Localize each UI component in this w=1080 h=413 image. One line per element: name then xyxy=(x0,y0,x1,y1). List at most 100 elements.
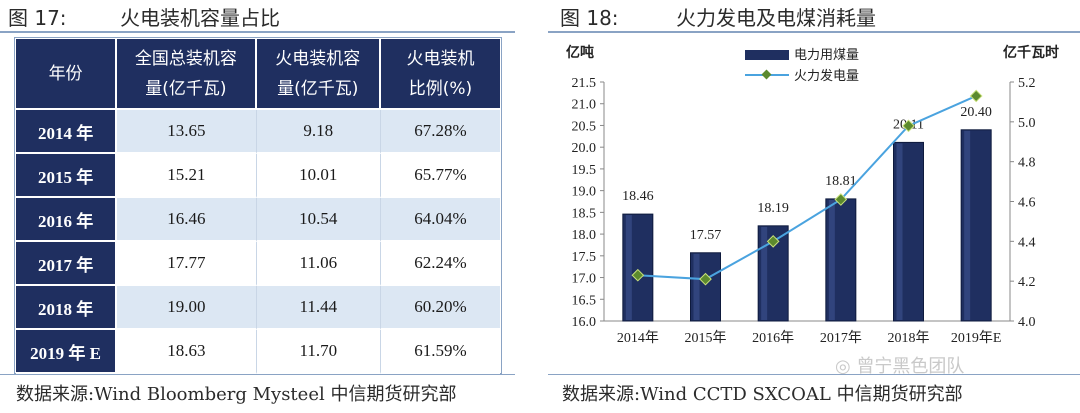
figure-title: 火力发电及电煤消耗量 xyxy=(676,6,876,30)
table-row: 2018 年 19.00 11.44 60.20% xyxy=(16,286,500,330)
left-tick-label: 16.5 xyxy=(572,293,597,308)
left-panel: 图 17: 火电装机容量占比 年份 全国总装机容 量(亿千瓦) 火电装机容 量(亿千瓦)… xyxy=(0,0,515,413)
category-label: 2019年E xyxy=(951,330,1002,346)
left-tick-label: 21.5 xyxy=(572,76,597,91)
bar-highlight xyxy=(625,215,632,320)
bar-highlight xyxy=(828,199,835,320)
right-tick-label: 4.4 xyxy=(1018,235,1036,250)
figure-title: 火电装机容量占比 xyxy=(120,6,280,30)
table-row: 2019 年 E 18.63 11.70 61.59% xyxy=(16,330,500,374)
right-tick-label: 4.6 xyxy=(1018,196,1036,211)
column-header-line: 量(亿千瓦) xyxy=(145,78,227,99)
figure-number: 图 17: xyxy=(8,6,67,30)
right-axis-unit: 亿千瓦时 xyxy=(1003,44,1059,61)
right-tick-label: 4.8 xyxy=(1018,156,1036,171)
column-header-line: 年份 xyxy=(48,63,83,84)
thermal-cell: 10.54 xyxy=(256,198,381,242)
bar-highlight xyxy=(761,226,768,320)
table-row: 2017 年 17.77 11.06 62.24% xyxy=(16,242,500,286)
line-series xyxy=(637,95,977,281)
column-header: 年份 xyxy=(16,39,118,110)
left-tick-label: 21.0 xyxy=(572,98,597,113)
right-panel: 图 18: 火力发电及电煤消耗量 16.0 16.5 17.0 17.5 18.0 18.… xyxy=(548,0,1080,413)
ratio-cell: 60.20% xyxy=(380,286,500,330)
bar-data-label: 17.57 xyxy=(690,228,722,243)
title-rule xyxy=(0,31,515,33)
title-rule xyxy=(548,31,1080,33)
column-header-line: 量(亿千瓦) xyxy=(277,78,359,99)
table-header-row: 年份 全国总装机容 量(亿千瓦) 火电装机容 量(亿千瓦) 火电装机 比例(%) xyxy=(16,39,500,110)
left-tick-label: 20.0 xyxy=(572,141,597,156)
bar-highlight xyxy=(964,130,971,320)
legend-swatch-marker xyxy=(761,69,772,80)
left-tick-label: 18.5 xyxy=(572,206,597,221)
right-tick-label: 5.0 xyxy=(1018,116,1036,131)
ratio-cell: 64.04% xyxy=(380,198,500,242)
bar-highlight xyxy=(693,253,700,320)
bar-data-label: 18.81 xyxy=(825,174,857,189)
source-rule xyxy=(0,374,515,375)
year-cell: 2014 年 xyxy=(16,110,118,154)
thermal-cell: 11.44 xyxy=(256,286,381,330)
column-header: 火电装机比例(%) xyxy=(380,39,500,110)
year-cell: 2015 年 xyxy=(16,154,118,198)
legend-swatch-bar xyxy=(745,50,789,60)
line-point xyxy=(969,89,983,103)
category-label: 2017年 xyxy=(820,330,862,346)
year-cell: 2019 年 E xyxy=(16,330,118,374)
year-cell: 2016 年 xyxy=(16,198,118,242)
source-note: 数据来源:Wind Bloomberg Mysteel 中信期货研究部 xyxy=(16,384,457,405)
capacity-table: 年份 全国总装机容 量(亿千瓦) 火电装机容 量(亿千瓦) 火电装机 比例(%) 2014 … xyxy=(16,39,500,374)
category-label: 2016年 xyxy=(752,330,794,346)
line-point xyxy=(631,268,645,282)
figure-number: 图 18: xyxy=(560,6,619,30)
total-cell: 17.77 xyxy=(117,242,257,286)
line-point xyxy=(699,272,712,286)
left-tick-label: 19.5 xyxy=(572,163,597,178)
total-cell: 16.46 xyxy=(117,198,257,242)
source-rule xyxy=(548,374,1080,375)
ratio-cell: 61.59% xyxy=(380,330,500,374)
table-row: 2016 年 16.46 10.54 64.04% xyxy=(16,198,500,242)
left-tick-label: 20.5 xyxy=(572,119,597,134)
total-cell: 15.21 xyxy=(117,154,257,198)
left-tick-label: 16.0 xyxy=(572,315,597,330)
bar-highlight xyxy=(896,143,903,320)
line-point xyxy=(902,119,915,133)
bar-data-label: 20.40 xyxy=(960,105,992,120)
year-cell: 2017 年 xyxy=(16,242,118,286)
total-cell: 18.63 xyxy=(117,330,257,374)
coal-power-chart: 16.0 16.5 17.0 17.5 18.0 18.5 19.0 19.5 20.0 20.5… xyxy=(566,44,1059,346)
table-body: 2014 年 13.65 9.18 67.28% 2015 年 15.21 10.01 65.… xyxy=(16,110,500,374)
source-note: 数据来源:Wind CCTD SXCOAL 中信期货研究部 xyxy=(562,384,963,405)
line-point xyxy=(834,193,848,206)
thermal-cell: 9.18 xyxy=(256,110,381,154)
bar-data-label: 18.19 xyxy=(757,201,789,216)
column-header: 火电装机容量(亿千瓦) xyxy=(256,39,381,110)
column-header-line: 全国总装机容 xyxy=(134,48,237,69)
left-tick-label: 19.0 xyxy=(572,185,597,200)
column-header-line: 火电装机 xyxy=(406,48,475,69)
wechat-icon: ◎ xyxy=(835,356,857,377)
total-cell: 19.00 xyxy=(117,286,257,330)
thermal-cell: 11.70 xyxy=(256,330,381,374)
thermal-cell: 10.01 xyxy=(256,154,381,198)
left-axis-unit: 亿吨 xyxy=(566,44,594,61)
legend-label: 电力用煤量 xyxy=(794,48,859,63)
total-cell: 13.65 xyxy=(117,110,257,154)
right-tick-label: 4.2 xyxy=(1018,275,1036,290)
column-header-line: 火电装机容 xyxy=(275,48,361,69)
right-tick-label: 4.0 xyxy=(1018,315,1036,330)
bar-data-label: 18.46 xyxy=(622,189,654,204)
column-header-line: 比例(%) xyxy=(408,78,473,99)
watermark: ◎ 曾宁黑色团队 xyxy=(835,356,965,377)
ratio-cell: 65.77% xyxy=(380,154,500,198)
thermal-cell: 11.06 xyxy=(256,242,381,286)
column-header: 全国总装机容 量(亿千瓦) xyxy=(117,39,257,110)
ratio-cell: 67.28% xyxy=(380,110,500,154)
line-point xyxy=(766,234,780,248)
year-cell: 2018 年 xyxy=(16,286,118,330)
left-tick-label: 17.0 xyxy=(572,272,597,287)
category-label: 2018年 xyxy=(888,330,930,346)
right-tick-label: 5.2 xyxy=(1018,76,1036,91)
